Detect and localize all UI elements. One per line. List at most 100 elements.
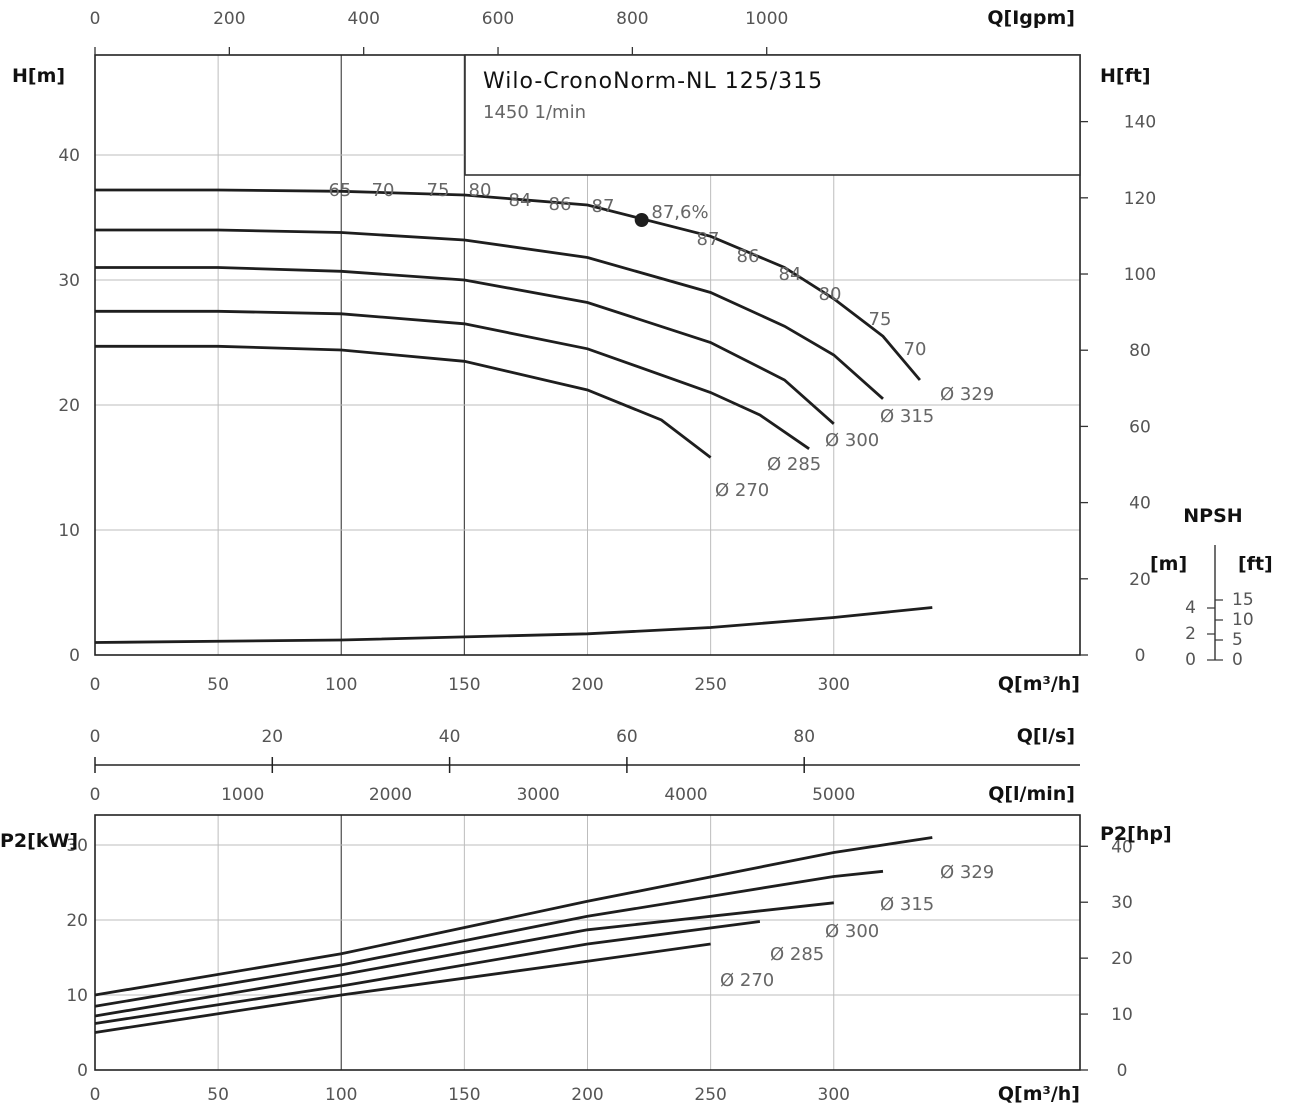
power-y-label: P2[kW] xyxy=(0,830,78,852)
ls-tick-0: 0 xyxy=(90,727,101,747)
power-plot-frame xyxy=(94,814,1081,1071)
efficiency-label-8: 87 xyxy=(697,229,720,250)
efficiency-label-11: 80 xyxy=(819,284,842,305)
head-curve-3 xyxy=(95,309,810,450)
power-x-label: Q[m³/h] xyxy=(998,1083,1080,1105)
npsh-right-tick-10: 10 xyxy=(1232,610,1254,630)
npsh-right-tick-0: 0 xyxy=(1232,650,1243,670)
title-box xyxy=(464,54,1081,176)
efficiency-label-7: 87,6% xyxy=(651,202,708,223)
power-x-tick-50: 50 xyxy=(207,1085,229,1105)
npsh-left-tick-2: 2 xyxy=(1185,624,1196,644)
npsh-right-tick-5: 5 xyxy=(1232,630,1243,650)
efficiency-label-4: 84 xyxy=(509,190,532,211)
efficiency-label-2: 75 xyxy=(427,180,450,201)
power-x-tick-300: 300 xyxy=(818,1085,850,1105)
ft-tick-0: 0 xyxy=(1135,646,1146,666)
lmin-tick-4000: 4000 xyxy=(664,785,707,805)
head-y-tick-40: 40 xyxy=(58,146,80,166)
head-y-tick-20: 20 xyxy=(58,396,80,416)
power-diameter-label-3: Ø 285 xyxy=(770,944,824,965)
power-diameter-label-4: Ø 270 xyxy=(720,970,774,991)
head-x-label: Q[m³/h] xyxy=(998,673,1080,695)
power-curve-3 xyxy=(94,920,761,1025)
ft-tick-20: 20 xyxy=(1129,570,1151,590)
chart-subtitle: 1450 1/min xyxy=(483,102,586,123)
igpm-tick-400: 400 xyxy=(347,9,379,29)
head-x-tick-100: 100 xyxy=(325,675,357,695)
lmin-label: Q[l/min] xyxy=(988,783,1075,805)
power-curve-1 xyxy=(94,869,884,1008)
head-diameter-label-2: Ø 300 xyxy=(825,430,879,451)
hp-tick-30: 30 xyxy=(1111,893,1133,913)
ls-tick-80: 80 xyxy=(793,727,815,747)
efficiency-label-12: 75 xyxy=(869,309,892,330)
power-x-tick-100: 100 xyxy=(325,1085,357,1105)
npsh-left-tick-0: 0 xyxy=(1185,650,1196,670)
efficiency-label-0: 65 xyxy=(329,180,352,201)
power-y-tick-0: 0 xyxy=(77,1061,88,1081)
igpm-tick-800: 800 xyxy=(616,9,648,29)
power-y-tick-20: 20 xyxy=(66,911,88,931)
npsh-title: NPSH xyxy=(1183,505,1242,527)
power-diameter-label-2: Ø 300 xyxy=(825,921,879,942)
efficiency-label-5: 86 xyxy=(549,194,572,215)
head-x-tick-150: 150 xyxy=(448,675,480,695)
power-curve-4 xyxy=(94,942,711,1034)
ft-tick-120: 120 xyxy=(1124,189,1156,209)
head-x-tick-250: 250 xyxy=(694,675,726,695)
ls-tick-40: 40 xyxy=(439,727,461,747)
efficiency-label-9: 86 xyxy=(737,246,760,267)
ls-label: Q[l/s] xyxy=(1017,725,1075,747)
power-diameter-label-0: Ø 329 xyxy=(940,862,994,883)
power-x-tick-200: 200 xyxy=(571,1085,603,1105)
power-x-tick-0: 0 xyxy=(90,1085,101,1105)
head-curve-1 xyxy=(95,228,884,400)
power-curve-0 xyxy=(94,836,933,997)
ls-tick-60: 60 xyxy=(616,727,638,747)
igpm-tick-0: 0 xyxy=(90,9,101,29)
hp-tick-20: 20 xyxy=(1111,949,1133,969)
head-diameter-label-3: Ø 285 xyxy=(767,454,821,475)
power-y-tick-10: 10 xyxy=(66,986,88,1006)
efficiency-label-1: 70 xyxy=(372,180,395,201)
head-curve-4 xyxy=(95,344,712,459)
ft-tick-140: 140 xyxy=(1124,113,1156,133)
head-y-tick-30: 30 xyxy=(58,271,80,291)
head-y-tick-0: 0 xyxy=(69,646,80,666)
power-y-label-right: P2[hp] xyxy=(1100,823,1172,845)
head-diameter-label-0: Ø 329 xyxy=(940,384,994,405)
head-curve-0 xyxy=(95,188,921,381)
lmin-tick-5000: 5000 xyxy=(812,785,855,805)
power-diameter-label-1: Ø 315 xyxy=(880,894,934,915)
hp-tick-10: 10 xyxy=(1111,1005,1133,1025)
npsh-left-tick-4: 4 xyxy=(1185,598,1196,618)
npsh-right-tick-15: 15 xyxy=(1232,590,1254,610)
head-x-tick-0: 0 xyxy=(90,675,101,695)
head-x-tick-300: 300 xyxy=(818,675,850,695)
power-y-tick-30: 30 xyxy=(66,836,88,856)
power-x-tick-150: 150 xyxy=(448,1085,480,1105)
npsh-left-unit: [m] xyxy=(1150,553,1187,575)
igpm-tick-200: 200 xyxy=(213,9,245,29)
lmin-tick-2000: 2000 xyxy=(369,785,412,805)
lmin-tick-0: 0 xyxy=(90,785,101,805)
head-curve-2 xyxy=(95,266,835,425)
efficiency-label-3: 80 xyxy=(469,180,492,201)
head-y-tick-10: 10 xyxy=(58,521,80,541)
lmin-tick-3000: 3000 xyxy=(517,785,560,805)
ft-tick-100: 100 xyxy=(1124,265,1156,285)
efficiency-label-13: 70 xyxy=(904,339,927,360)
npsh-right-unit: [ft] xyxy=(1238,553,1273,575)
igpm-tick-1000: 1000 xyxy=(745,9,788,29)
efficiency-label-6: 87 xyxy=(592,196,615,217)
igpm-label: Q[Igpm] xyxy=(987,7,1075,29)
power-x-tick-250: 250 xyxy=(694,1085,726,1105)
head-diameter-label-4: Ø 270 xyxy=(715,480,769,501)
duty-point xyxy=(634,213,649,227)
efficiency-label-10: 84 xyxy=(779,264,802,285)
head-y-label: H[m] xyxy=(12,65,65,87)
head-y-label-right: H[ft] xyxy=(1100,65,1151,87)
